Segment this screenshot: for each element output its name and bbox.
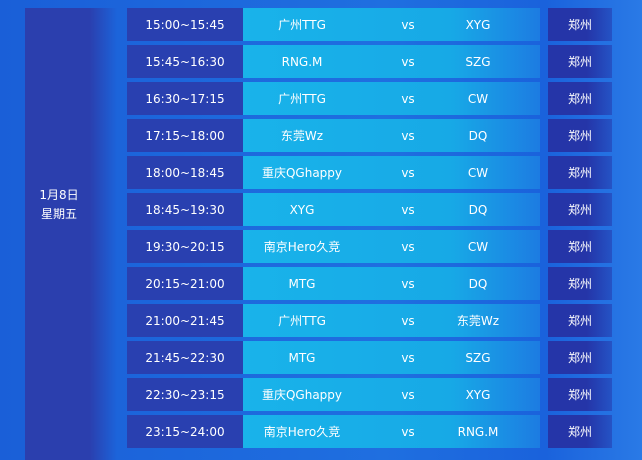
team-1: MTG xyxy=(288,350,316,365)
team-2: SZG xyxy=(465,54,491,69)
match-time: 16:30~17:15 xyxy=(127,82,243,115)
match-time: 23:15~24:00 xyxy=(127,415,243,448)
vs-label: vs xyxy=(401,128,415,143)
match-row: 15:45~16:30 RNG.M vs SZG 郑州 xyxy=(127,45,612,78)
match-location: 郑州 xyxy=(548,341,612,374)
team-1: 东莞Wz xyxy=(280,129,324,143)
match-row: 23:15~24:00 南京Hero久竞 vs RNG.M 郑州 xyxy=(127,415,612,448)
team-1: 重庆QGhappy xyxy=(261,388,343,402)
match-location: 郑州 xyxy=(548,82,612,115)
team-2: DQ xyxy=(468,202,488,217)
team-1: XYG xyxy=(289,202,315,217)
team-1: MTG xyxy=(288,276,316,291)
team-2: DQ xyxy=(468,276,488,291)
match-row: 18:00~18:45 重庆QGhappy vs CW 郑州 xyxy=(127,156,612,189)
vs-label: vs xyxy=(401,165,415,180)
match-time: 19:30~20:15 xyxy=(127,230,243,263)
match-time: 18:00~18:45 xyxy=(127,156,243,189)
date-weekday: 星期五 xyxy=(40,207,77,221)
team-1: 广州TTG xyxy=(278,314,326,328)
vs-label: vs xyxy=(401,387,415,402)
match-time: 15:00~15:45 xyxy=(127,8,243,41)
match-teams: RNG.M vs SZG xyxy=(243,45,540,78)
team-1: 南京Hero久竞 xyxy=(263,240,341,254)
team-2: XYG xyxy=(465,387,491,402)
match-location: 郑州 xyxy=(548,119,612,152)
match-location: 郑州 xyxy=(548,8,612,41)
match-location: 郑州 xyxy=(548,45,612,78)
vs-label: vs xyxy=(401,17,415,32)
team-2: CW xyxy=(467,165,489,180)
match-teams: 广州TTG vs 东莞Wz xyxy=(243,304,540,337)
match-location: 郑州 xyxy=(548,156,612,189)
vs-label: vs xyxy=(401,239,415,254)
match-teams: 重庆QGhappy vs CW xyxy=(243,156,540,189)
match-row: 16:30~17:15 广州TTG vs CW 郑州 xyxy=(127,82,612,115)
match-row: 21:45~22:30 MTG vs SZG 郑州 xyxy=(127,341,612,374)
match-location: 郑州 xyxy=(548,230,612,263)
match-row: 18:45~19:30 XYG vs DQ 郑州 xyxy=(127,193,612,226)
vs-label: vs xyxy=(401,424,415,439)
match-row: 15:00~15:45 广州TTG vs XYG 郑州 xyxy=(127,8,612,41)
vs-label: vs xyxy=(401,91,415,106)
match-teams: XYG vs DQ xyxy=(243,193,540,226)
match-row: 20:15~21:00 MTG vs DQ 郑州 xyxy=(127,267,612,300)
vs-label: vs xyxy=(401,276,415,291)
match-row: 19:30~20:15 南京Hero久竞 vs CW 郑州 xyxy=(127,230,612,263)
date-label: 1月8日 星期五 xyxy=(28,186,90,224)
vs-label: vs xyxy=(401,202,415,217)
match-row: 17:15~18:00 东莞Wz vs DQ 郑州 xyxy=(127,119,612,152)
match-location: 郑州 xyxy=(548,378,612,411)
team-1: RNG.M xyxy=(281,54,323,69)
match-teams: 南京Hero久竞 vs CW xyxy=(243,230,540,263)
team-2: 东莞Wz xyxy=(456,314,500,328)
match-teams: 南京Hero久竞 vs RNG.M xyxy=(243,415,540,448)
team-1: 广州TTG xyxy=(278,18,326,32)
team-1: 南京Hero久竞 xyxy=(263,425,341,439)
match-time: 18:45~19:30 xyxy=(127,193,243,226)
team-2: RNG.M xyxy=(457,424,499,439)
vs-label: vs xyxy=(401,313,415,328)
match-time: 21:00~21:45 xyxy=(127,304,243,337)
match-location: 郑州 xyxy=(548,267,612,300)
team-2: DQ xyxy=(468,128,488,143)
match-time: 17:15~18:00 xyxy=(127,119,243,152)
date-day: 1月8日 xyxy=(39,188,79,202)
vs-label: vs xyxy=(401,54,415,69)
match-location: 郑州 xyxy=(548,193,612,226)
match-teams: MTG vs DQ xyxy=(243,267,540,300)
date-column xyxy=(25,8,117,460)
match-location: 郑州 xyxy=(548,415,612,448)
team-2: CW xyxy=(467,91,489,106)
match-time: 20:15~21:00 xyxy=(127,267,243,300)
team-1: 广州TTG xyxy=(278,92,326,106)
match-teams: 广州TTG vs CW xyxy=(243,82,540,115)
team-2: SZG xyxy=(465,350,491,365)
team-1: 重庆QGhappy xyxy=(261,166,343,180)
vs-label: vs xyxy=(401,350,415,365)
match-location: 郑州 xyxy=(548,304,612,337)
match-teams: 广州TTG vs XYG xyxy=(243,8,540,41)
match-teams: MTG vs SZG xyxy=(243,341,540,374)
match-time: 15:45~16:30 xyxy=(127,45,243,78)
match-teams: 东莞Wz vs DQ xyxy=(243,119,540,152)
match-row: 21:00~21:45 广州TTG vs 东莞Wz 郑州 xyxy=(127,304,612,337)
match-time: 21:45~22:30 xyxy=(127,341,243,374)
team-2: CW xyxy=(467,239,489,254)
match-row: 22:30~23:15 重庆QGhappy vs XYG 郑州 xyxy=(127,378,612,411)
match-teams: 重庆QGhappy vs XYG xyxy=(243,378,540,411)
team-2: XYG xyxy=(465,17,491,32)
match-time: 22:30~23:15 xyxy=(127,378,243,411)
